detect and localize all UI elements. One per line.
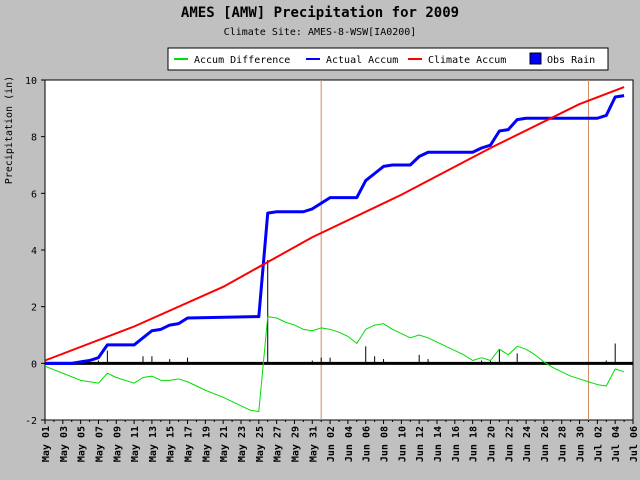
x-tick-label: Jun 24	[522, 426, 533, 462]
x-tick-label: May 11	[130, 426, 141, 462]
y-axis: -2 0 2 4 6 8 10	[25, 76, 45, 427]
x-tick-label: Jun 04	[344, 426, 355, 462]
plot-area	[44, 79, 634, 421]
y-tick-label: 6	[31, 189, 37, 200]
x-tick-label: May 23	[237, 426, 248, 462]
x-tick-label: Jun 02	[326, 426, 337, 462]
legend-label-accum-difference: Accum Difference	[194, 55, 290, 66]
y-tick-label: -2	[25, 416, 37, 427]
chart-title: AMES [AMW] Precipitation for 2009	[181, 5, 459, 21]
x-tick-label: Jul 06	[629, 426, 640, 462]
x-tick-label: May 21	[219, 426, 230, 462]
x-tick-label: May 05	[77, 426, 88, 462]
y-axis-label: Precipitation (in)	[4, 76, 15, 184]
x-tick-label: May 31	[308, 426, 319, 462]
x-tick-label: May 25	[255, 426, 266, 462]
x-tick-label: May 09	[112, 426, 123, 462]
x-tick-label: May 27	[273, 426, 284, 462]
series-lines	[44, 86, 625, 412]
y-tick-label: 4	[31, 246, 37, 257]
legend: Accum Difference Actual Accum Climate Accu…	[167, 47, 609, 71]
y-tick-label: 10	[25, 76, 37, 87]
x-tick-label: May 07	[94, 426, 105, 462]
legend-label-obs-rain: Obs Rain	[547, 55, 595, 66]
y-tick-label: 8	[31, 133, 37, 144]
x-tick-label: May 19	[201, 426, 212, 462]
x-tick-label: Jun 10	[397, 426, 408, 462]
x-axis: May 01 May 03 May 05 May 07 May 09 May 11 May …	[41, 420, 640, 462]
x-tick-label: May 03	[59, 426, 70, 462]
x-tick-label: Jun 16	[451, 426, 462, 462]
x-tick-label: Jun 26	[540, 426, 551, 462]
x-tick-label: May 01	[41, 426, 52, 462]
legend-box	[167, 47, 609, 71]
x-tick-label: Jul 04	[611, 426, 622, 462]
x-tick-label: Jun 14	[433, 426, 444, 462]
series-climate-accum-line	[44, 86, 625, 362]
x-tick-label: Jun 18	[469, 426, 480, 462]
chart-subtitle: Climate Site: AMES-8-WSW[IA0200]	[224, 27, 417, 38]
x-tick-label: May 17	[184, 426, 195, 462]
y-tick-label: 2	[31, 303, 37, 314]
series-accum-difference-line	[44, 316, 625, 412]
x-tick-label: May 15	[166, 426, 177, 462]
x-tick-label: Jun 30	[576, 426, 587, 462]
x-tick-label: May 13	[148, 426, 159, 462]
x-tick-label: Jun 06	[362, 426, 373, 462]
x-tick-label: Jun 08	[380, 426, 391, 462]
x-tick-label: Jun 12	[415, 426, 426, 462]
series-actual-accum-line	[45, 94, 625, 365]
legend-swatch-obs-rain	[529, 52, 542, 65]
x-tick-label: Jul 02	[593, 426, 604, 462]
x-tick-label: Jun 28	[558, 426, 569, 462]
x-tick-label: May 29	[290, 426, 301, 462]
legend-label-actual-accum: Actual Accum	[326, 55, 398, 66]
legend-label-climate-accum: Climate Accum	[428, 55, 506, 66]
y-tick-label: 0	[31, 359, 37, 370]
x-tick-label: Jun 20	[486, 426, 497, 462]
x-tick-label: Jun 22	[504, 426, 515, 462]
